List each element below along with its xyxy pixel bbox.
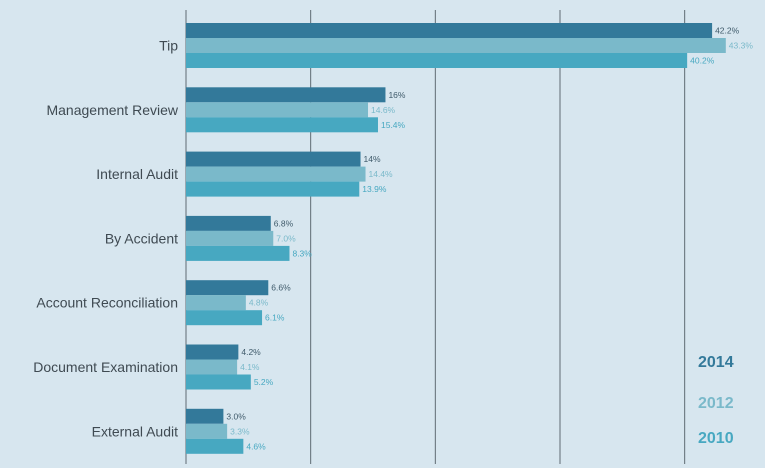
value-label-2010-tip: 40.2%: [690, 56, 715, 66]
value-label-2010-account-reconciliation: 6.1%: [265, 313, 285, 323]
legend-item-2010: 2010: [698, 430, 734, 447]
bar-2010-by-accident: [186, 245, 290, 261]
value-label-2014-by-accident: 6.8%: [274, 218, 294, 228]
value-label-2014-external-audit: 3.0%: [226, 411, 246, 421]
value-label-2012-tip: 43.3%: [729, 41, 754, 51]
legend-item-2012: 2012: [698, 395, 734, 412]
legend: 2014 2012 2010: [698, 354, 734, 447]
bar-2014-management-review: [186, 87, 386, 103]
bar-2012-tip: [186, 38, 726, 53]
bar-2012-document-examination: [186, 359, 238, 375]
bars-group: [186, 23, 726, 454]
bar-2012-by-accident: [186, 230, 274, 246]
bar-2010-account-reconciliation: [186, 310, 263, 326]
bar-2012-internal-audit: [186, 166, 366, 182]
bar-2012-management-review: [186, 102, 369, 118]
value-labels-group: 42.2% 43.3% 40.2% 16% 14.6% 15.4% 14% 14.4% 13.9…: [226, 26, 753, 452]
value-label-2012-internal-audit: 14.4%: [369, 169, 394, 179]
category-label-document-examination: Document Examination: [33, 359, 178, 375]
bar-2014-account-reconciliation: [186, 280, 269, 296]
value-label-2012-management-review: 14.6%: [371, 105, 396, 115]
value-label-2010-internal-audit: 13.9%: [362, 184, 387, 194]
value-label-2014-management-review: 16%: [388, 90, 405, 100]
category-labels-group: Tip Management Review Internal Audit By Acc…: [33, 38, 179, 440]
bar-2014-external-audit: [186, 408, 224, 424]
value-label-2012-account-reconciliation: 4.8%: [249, 298, 269, 308]
bar-2012-external-audit: [186, 423, 228, 439]
value-label-2014-account-reconciliation: 6.6%: [271, 283, 291, 293]
bar-2014-document-examination: [186, 344, 239, 360]
category-label-by-accident: By Accident: [105, 230, 178, 246]
legend-item-2014: 2014: [698, 354, 734, 371]
value-label-2014-tip: 42.2%: [715, 26, 740, 36]
value-label-2012-by-accident: 7.0%: [276, 233, 296, 243]
bar-2010-management-review: [186, 117, 378, 133]
value-label-2014-document-examination: 4.2%: [241, 347, 261, 357]
category-label-internal-audit: Internal Audit: [96, 166, 178, 182]
bar-2010-internal-audit: [186, 181, 360, 197]
bar-2010-tip: [186, 53, 688, 68]
bar-2014-by-accident: [186, 215, 271, 231]
bar-2010-external-audit: [186, 438, 244, 454]
value-label-2012-document-examination: 4.1%: [240, 362, 260, 372]
category-label-tip: Tip: [159, 38, 178, 54]
value-label-2010-document-examination: 5.2%: [254, 377, 274, 387]
category-label-external-audit: External Audit: [92, 423, 178, 439]
value-label-2014-internal-audit: 14%: [364, 154, 381, 164]
bar-2014-internal-audit: [186, 151, 361, 167]
value-label-2010-management-review: 15.4%: [381, 120, 406, 130]
value-label-2010-by-accident: 8.3%: [292, 248, 312, 258]
bar-2012-account-reconciliation: [186, 295, 246, 311]
category-label-management-review: Management Review: [46, 102, 178, 118]
value-label-2012-external-audit: 3.3%: [230, 426, 250, 436]
category-label-account-reconciliation: Account Reconciliation: [36, 295, 178, 311]
value-label-2010-external-audit: 4.6%: [246, 441, 266, 451]
bar-2014-tip: [186, 23, 713, 38]
bar-2010-document-examination: [186, 374, 251, 390]
